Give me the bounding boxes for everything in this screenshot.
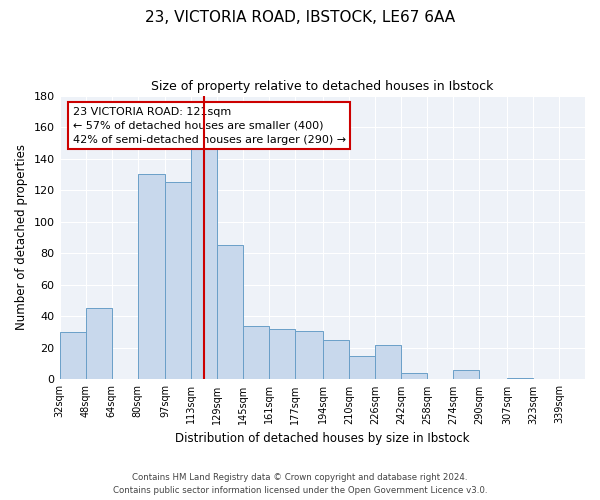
Text: Contains HM Land Registry data © Crown copyright and database right 2024.
Contai: Contains HM Land Registry data © Crown c… xyxy=(113,474,487,495)
Bar xyxy=(165,182,191,380)
Bar xyxy=(401,373,427,380)
X-axis label: Distribution of detached houses by size in Ibstock: Distribution of detached houses by size … xyxy=(175,432,470,445)
Bar xyxy=(375,344,401,380)
Bar xyxy=(323,340,349,380)
Y-axis label: Number of detached properties: Number of detached properties xyxy=(15,144,28,330)
Bar xyxy=(269,329,295,380)
Bar xyxy=(507,378,533,380)
Bar xyxy=(349,356,375,380)
Bar xyxy=(137,174,165,380)
Bar xyxy=(86,308,112,380)
Text: 23, VICTORIA ROAD, IBSTOCK, LE67 6AA: 23, VICTORIA ROAD, IBSTOCK, LE67 6AA xyxy=(145,10,455,25)
Title: Size of property relative to detached houses in Ibstock: Size of property relative to detached ho… xyxy=(151,80,493,93)
Bar xyxy=(191,146,217,380)
Bar xyxy=(453,370,479,380)
Text: 23 VICTORIA ROAD: 121sqm
← 57% of detached houses are smaller (400)
42% of semi-: 23 VICTORIA ROAD: 121sqm ← 57% of detach… xyxy=(73,107,346,145)
Bar xyxy=(217,246,244,380)
Bar xyxy=(295,330,323,380)
Bar xyxy=(244,326,269,380)
Bar xyxy=(59,332,86,380)
